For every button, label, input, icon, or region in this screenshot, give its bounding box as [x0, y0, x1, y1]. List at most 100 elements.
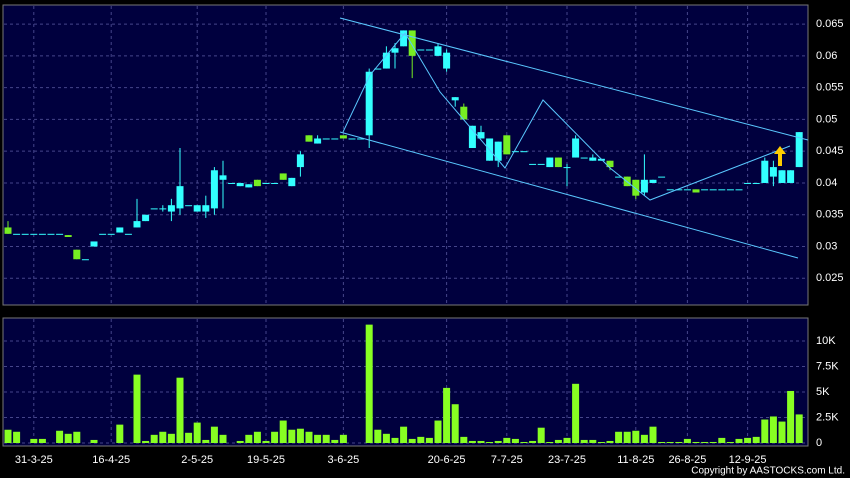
candle-body: [176, 186, 184, 209]
volume-bar: [443, 387, 451, 443]
candle-body: [142, 214, 150, 222]
zigzag: [342, 32, 791, 201]
candle-body: [580, 157, 588, 159]
volume-bar: [262, 440, 270, 443]
x-tick-label: 23-7-25: [548, 454, 586, 466]
volume-bar: [391, 437, 399, 443]
x-tick-label: 2-5-25: [181, 454, 213, 466]
candle-body: [451, 97, 459, 101]
candle-body: [150, 208, 158, 210]
candle-body: [13, 233, 21, 235]
trend-lines: [339, 17, 809, 259]
candle-body: [537, 163, 545, 165]
y-tick-label: 5K: [816, 386, 830, 398]
volume-bar: [546, 441, 554, 443]
candle-body: [443, 52, 451, 69]
volume-bar: [744, 437, 752, 443]
volume-bar: [236, 440, 244, 443]
volume-bar: [38, 438, 46, 443]
candle-body: [30, 233, 38, 235]
volume-bar: [769, 416, 777, 443]
candle-body: [503, 135, 511, 155]
candle-body: [709, 189, 717, 191]
volume-bar: [675, 441, 683, 443]
candle-body: [202, 205, 210, 212]
y-tick-label: 0.045: [816, 145, 844, 157]
candle-body: [279, 173, 287, 180]
candle-body: [692, 189, 700, 193]
volume-bar: [150, 434, 158, 443]
volume-bar: [185, 432, 193, 443]
candle-body: [400, 30, 408, 47]
volume-bar: [589, 439, 597, 443]
candle-body: [718, 189, 726, 191]
candle-body: [331, 138, 339, 140]
volume-bar: [4, 429, 12, 443]
y-tick-label: 0.055: [816, 82, 844, 94]
candle-body: [468, 125, 476, 149]
x-tick-label: 31-3-25: [15, 454, 53, 466]
candle-body: [477, 132, 485, 139]
volume-bar: [90, 439, 98, 443]
candle-body: [761, 160, 769, 183]
volume-bar: [451, 404, 459, 443]
candle-body: [658, 176, 666, 178]
candle-body: [391, 48, 399, 53]
candle-body: [787, 170, 795, 183]
channel-upper: [339, 17, 809, 141]
y-tick-label: 0.03: [816, 240, 837, 252]
volume-bar: [374, 429, 382, 443]
volume-bar: [563, 437, 571, 443]
candle-body: [529, 163, 537, 165]
volume-bar: [314, 434, 322, 443]
candle-body: [752, 182, 760, 184]
candle-body: [520, 151, 528, 153]
candle-body: [744, 182, 752, 184]
price-panel: [2, 4, 809, 306]
y-tick-label: 2.5K: [816, 411, 839, 423]
volume-bar: [597, 441, 605, 443]
volume-bar: [460, 436, 468, 443]
candle-body: [572, 138, 580, 158]
candle-body: [228, 182, 236, 184]
candle-body: [271, 182, 279, 184]
candle-body: [116, 227, 124, 233]
volume-bar: [408, 438, 416, 443]
volume-bar: [30, 438, 38, 443]
y-tick-label: 7.5K: [816, 360, 839, 372]
candle-body: [219, 175, 227, 180]
volume-bar: [701, 441, 709, 443]
volume-bar: [520, 441, 528, 443]
candle-body: [649, 179, 657, 183]
volume-bar: [761, 419, 769, 443]
arrow-icon: [774, 146, 786, 166]
candle-body: [185, 205, 193, 207]
candle-body: [21, 233, 29, 235]
volume-bar: [537, 427, 545, 443]
candle-body: [133, 221, 141, 228]
candle-body: [425, 49, 433, 51]
volume-bar: [73, 431, 81, 443]
volume-bar: [417, 436, 425, 443]
volume-bar: [116, 424, 124, 443]
candle-body: [701, 189, 709, 191]
candle-body: [4, 227, 12, 234]
candle-body: [56, 233, 64, 235]
candle-body: [417, 49, 425, 51]
candle-body: [253, 179, 261, 187]
candle-body: [769, 167, 777, 177]
candle-body: [408, 30, 416, 56]
volume-bar: [683, 438, 691, 443]
volume-bar: [210, 426, 218, 443]
candle-body: [632, 179, 640, 196]
volume-bar: [726, 441, 734, 443]
x-tick-label: 7-7-25: [491, 454, 523, 466]
candle-body: [305, 135, 313, 142]
candle-body: [159, 208, 167, 210]
candle-body: [314, 138, 322, 144]
candle-body: [245, 184, 253, 188]
volume-bar: [468, 440, 476, 443]
candle-body: [90, 241, 98, 247]
candle-body: [795, 132, 803, 168]
